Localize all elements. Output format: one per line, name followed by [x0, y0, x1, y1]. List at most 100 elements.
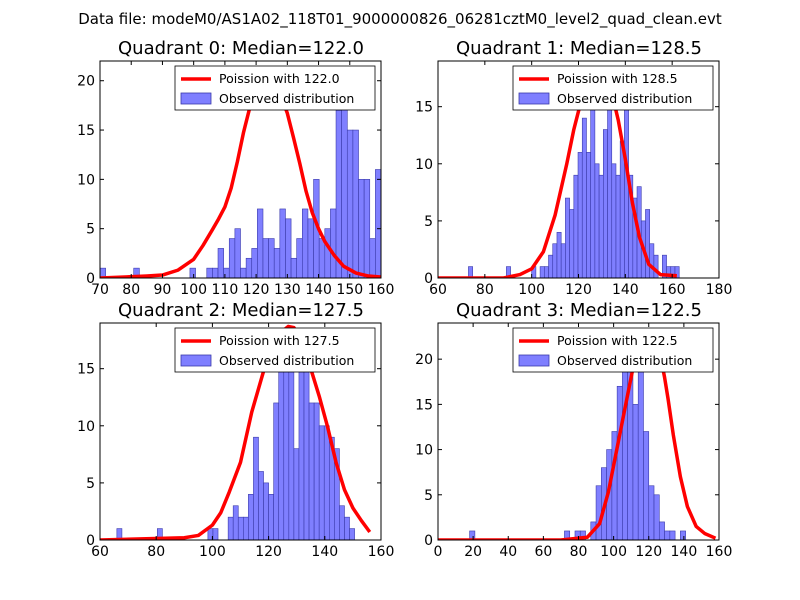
histogram-bar: [243, 516, 249, 540]
x-tick-label: 160: [368, 282, 395, 298]
histogram-bar: [619, 140, 625, 278]
legend-hist-swatch: [518, 354, 550, 367]
histogram-bar: [232, 505, 239, 540]
legend-poisson-label: Poission with 122.5: [557, 333, 678, 348]
x-tick-label: 120: [243, 282, 270, 298]
x-tick-label: 160: [706, 544, 733, 560]
histogram-bar: [313, 402, 320, 540]
histogram-bar: [643, 431, 650, 540]
histogram-bar: [369, 238, 376, 278]
histogram-bar: [100, 267, 106, 278]
histogram-bar: [349, 528, 355, 540]
histogram-bar: [227, 516, 234, 540]
histogram-bar: [283, 368, 290, 540]
histogram-bar: [488, 258, 494, 278]
histogram-bar: [615, 174, 621, 278]
legend-hist-label: Observed distribution: [219, 91, 354, 106]
histogram-bar: [564, 530, 571, 540]
y-tick-label: 10: [415, 157, 433, 173]
x-tick-label: 120: [255, 544, 282, 560]
histogram-bar: [448, 229, 454, 278]
histogram-bar: [228, 238, 236, 278]
histogram-bar: [653, 494, 660, 540]
histogram-bar: [603, 129, 608, 278]
histogram-bar: [443, 219, 449, 278]
histogram-bar: [460, 258, 466, 278]
quadrant-1-panel: Quadrant 1: Median=128.5 60 80 100 120 140 16…: [415, 38, 732, 298]
histogram-bar: [649, 243, 655, 278]
legend-hist-swatch: [518, 92, 550, 105]
histogram-bar: [664, 530, 671, 540]
figure-suptitle: Data file: modeM0/AS1A02_118T01_90000008…: [78, 10, 722, 29]
histogram-bar: [586, 152, 591, 278]
histogram-bar: [579, 530, 586, 540]
y-tick-label: 15: [415, 397, 433, 413]
histogram-bar: [669, 530, 676, 540]
histogram-bar: [251, 248, 258, 278]
histogram-bar: [352, 129, 359, 278]
y-tick-label: 10: [77, 419, 95, 435]
histogram-bar: [363, 179, 371, 278]
x-tick-label: 180: [706, 282, 733, 298]
histogram-bar: [552, 243, 558, 278]
histogram-bar: [482, 239, 488, 278]
histogram-bar: [334, 448, 340, 540]
histogram-bar: [339, 505, 345, 540]
y-tick-label: 20: [415, 352, 433, 368]
histogram-bar: [648, 485, 655, 540]
axes-frame: [99, 322, 382, 541]
histogram-bar: [257, 208, 264, 278]
histogram-bar: [157, 528, 163, 540]
y-tick-label: 5: [424, 488, 433, 504]
histogram-bar: [581, 117, 587, 278]
y-tick-label: 10: [415, 443, 433, 459]
histogram-bar: [258, 471, 264, 540]
histogram-bar: [409, 229, 415, 278]
histogram-bar: [565, 197, 570, 278]
histogram-bar: [632, 404, 639, 540]
x-tick-label: 140: [305, 282, 332, 298]
histogram-bar: [415, 160, 421, 278]
histogram-bar: [469, 530, 476, 540]
histogram-bar: [278, 356, 285, 540]
histogram-bar: [268, 238, 275, 278]
x-tick-label: 100: [600, 544, 627, 560]
histogram-bar: [133, 267, 140, 278]
y-tick-label: 15: [77, 362, 95, 378]
histogram-bar: [335, 110, 342, 278]
legend-hist-label: Observed distribution: [219, 353, 354, 368]
x-tick-label: 80: [147, 544, 165, 560]
histogram-bar: [637, 358, 644, 540]
panel-title: Quadrant 3: Median=122.5: [456, 300, 702, 321]
y-tick-label: 15: [415, 100, 433, 116]
histogram-bar: [358, 179, 365, 278]
x-tick-label: 40: [499, 544, 517, 560]
histogram-bar: [595, 485, 602, 540]
histogram-bar: [539, 266, 545, 278]
x-tick-label: 100: [199, 544, 226, 560]
histogram-bar: [212, 528, 219, 540]
histogram-bar: [598, 174, 604, 278]
y-tick-label: 0: [86, 271, 95, 287]
histogram-bar: [288, 368, 295, 540]
legend-poisson-label: Poission with 127.5: [219, 333, 340, 348]
x-tick-label: 160: [368, 544, 395, 560]
panel-title: Quadrant 0: Median=122.0: [118, 38, 364, 59]
histogram-bar: [344, 516, 350, 540]
quadrant-0-panel: Quadrant 0: Median=122.0 70 80 90 100 110 120…: [77, 38, 494, 298]
histogram-bar: [273, 402, 280, 540]
histogram-bar: [392, 219, 398, 278]
histogram-bar: [380, 208, 381, 278]
y-tick-label: 5: [86, 476, 95, 492]
histogram-bar: [616, 385, 623, 540]
x-tick-label: 90: [154, 282, 172, 298]
histogram-bar: [403, 239, 409, 278]
histogram-bar: [116, 528, 123, 540]
histogram-bar: [573, 174, 579, 278]
legend-poisson-label: Poission with 122.0: [219, 71, 340, 86]
histogram-bar: [245, 257, 253, 278]
x-tick-label: 110: [212, 282, 239, 298]
panel-title: Quadrant 2: Median=127.5: [118, 300, 364, 321]
x-tick-label: 80: [476, 282, 494, 298]
x-tick-label: 80: [122, 282, 140, 298]
